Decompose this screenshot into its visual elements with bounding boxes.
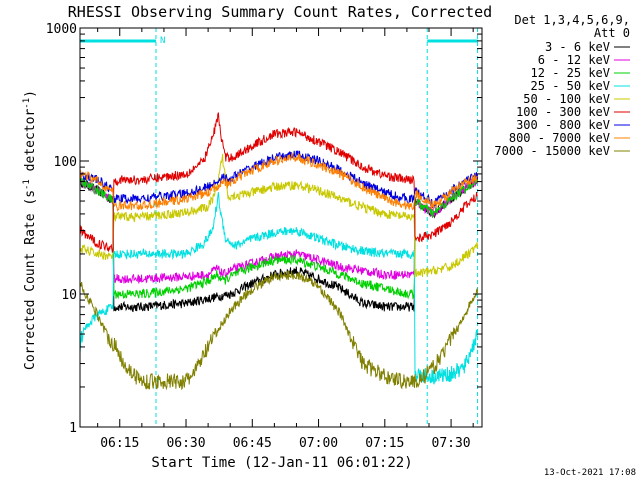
night-marker-label: N (160, 36, 165, 46)
series-line-2 (79, 176, 479, 300)
x-tick-label-0: 06:15 (100, 436, 139, 451)
x-tick-label-2: 06:45 (233, 436, 272, 451)
series-line-8 (79, 270, 479, 391)
x-tick-label-5: 07:30 (432, 436, 471, 451)
x-tick-label-3: 07:00 (299, 436, 338, 451)
y-tick-label-2: 100 (54, 155, 77, 170)
series-line-5 (79, 112, 478, 254)
y-tick-label-3: 1000 (46, 22, 77, 37)
y-tick-label-0: 1 (69, 421, 77, 436)
axes: 06:15 06:30 06:45 07:00 07:15 07:30 1 10 100 1000 (46, 22, 482, 451)
plot-area (79, 28, 479, 427)
legend-label-2: 12 - 25 keV (531, 66, 610, 80)
series-line-3 (79, 192, 478, 385)
x-axis-label: Start Time (12-Jan-11 06:01:22) (151, 455, 412, 471)
series-line-6 (79, 150, 479, 209)
x-tick-label-4: 07:15 (365, 436, 404, 451)
legend-label-6: 300 - 800 keV (516, 118, 610, 132)
series-line-4 (79, 153, 479, 278)
y-tick-label-1: 10 (61, 288, 77, 303)
y-axis-label: Corrected Count Rate (s-1 detector-1) (22, 90, 38, 370)
plot-frame (79, 27, 483, 428)
legend-label-0: 3 - 6 keV (545, 40, 610, 54)
x-tick-label-1: 06:30 (166, 436, 205, 451)
legend-label-7: 800 - 7000 keV (509, 131, 610, 145)
legend-header-2: Att 0 (594, 26, 630, 40)
series-line-7 (79, 151, 478, 212)
legend-header-1: Det 1,3,4,5,6,9, (514, 13, 630, 27)
legend-label-4: 50 - 100 keV (523, 92, 610, 106)
legend-label-8: 7000 - 15000 keV (494, 144, 610, 158)
legend-label-3: 25 - 50 keV (531, 79, 610, 93)
legend-label-5: 100 - 300 keV (516, 105, 610, 119)
legend-label-1: 6 - 12 keV (538, 53, 610, 67)
footer-date: 13-Oct-2021 17:08 (544, 468, 636, 478)
chart-title: RHESSI Observing Summary Count Rates, Co… (68, 3, 492, 21)
